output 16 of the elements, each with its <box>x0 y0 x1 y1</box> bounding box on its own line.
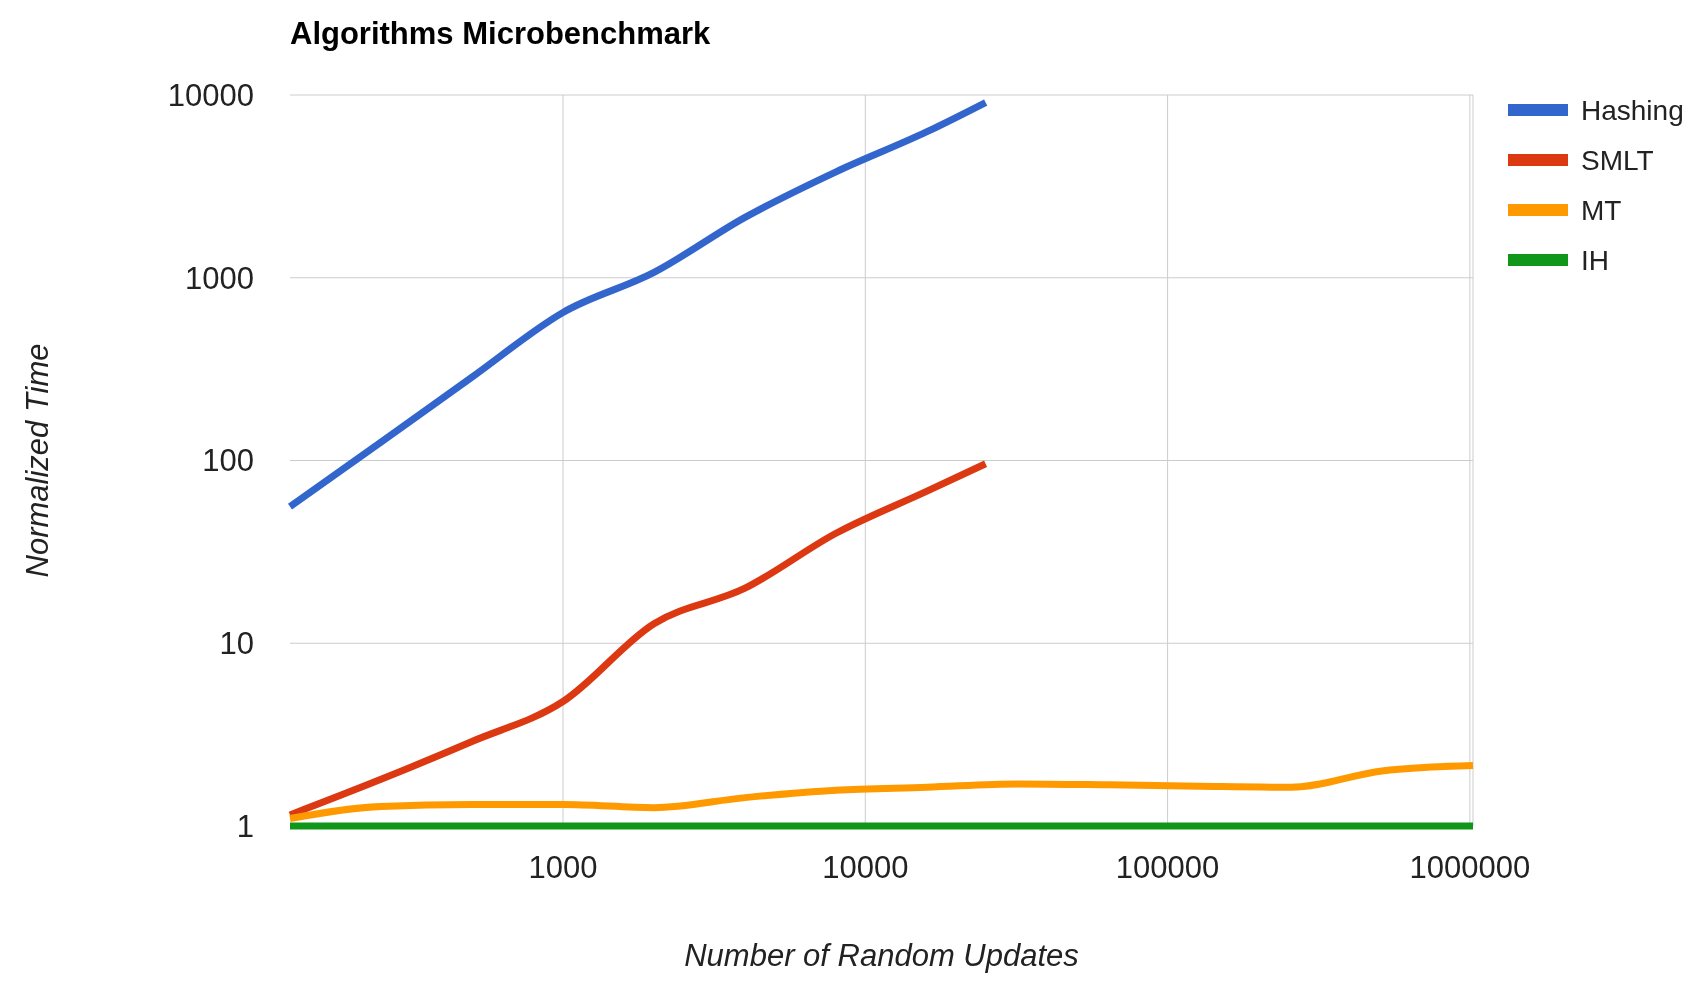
legend-label: SMLT <box>1581 144 1654 176</box>
legend-label: Hashing <box>1581 94 1684 126</box>
x-tick-label: 1000000 <box>1409 850 1531 885</box>
legend-label: MT <box>1581 194 1622 226</box>
x-tick-label: 1000 <box>528 850 598 885</box>
legend-label: IH <box>1581 244 1609 276</box>
y-tick-label: 1 <box>236 808 254 844</box>
chart-title: Algorithms Microbenchmark <box>290 16 712 51</box>
x-tick-label: 100000 <box>1115 850 1220 885</box>
x-axis-title: Number of Random Updates <box>684 938 1079 973</box>
y-axis-title: Normalized Time <box>20 343 55 578</box>
y-tick-label: 100 <box>202 443 254 479</box>
x-tick-label: 10000 <box>822 850 909 885</box>
y-tick-label: 10000 <box>167 77 254 113</box>
y-tick-label: 1000 <box>185 260 254 296</box>
y-tick-label: 10 <box>219 626 254 662</box>
